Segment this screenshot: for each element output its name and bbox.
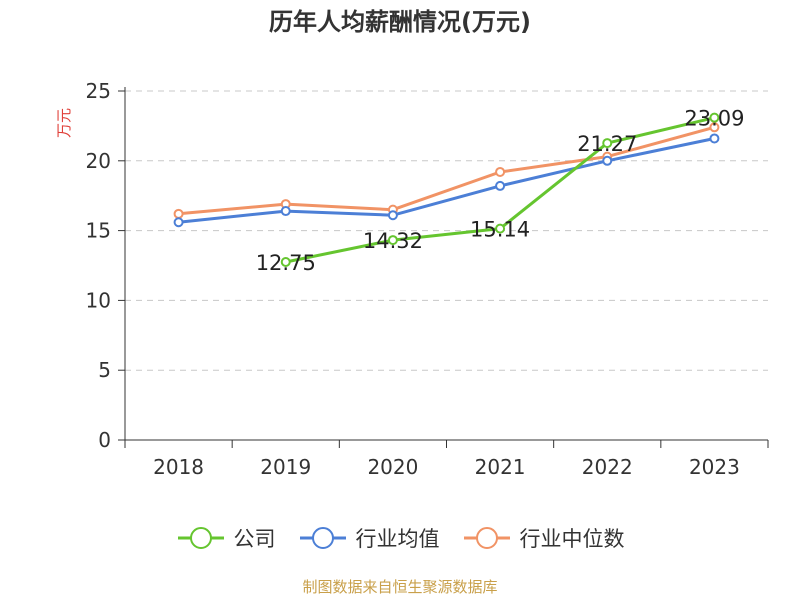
chart-title: 历年人均薪酬情况(万元) — [269, 8, 531, 36]
y-tick-label: 20 — [86, 149, 111, 173]
data-point — [495, 223, 506, 234]
data-point — [173, 208, 184, 219]
legend-label: 公司 — [233, 527, 276, 551]
x-tick-label: 2022 — [582, 455, 633, 479]
legend-symbol-icon — [299, 527, 346, 549]
data-label: 21.27 — [577, 132, 637, 156]
x-tick-label: 2023 — [689, 455, 740, 479]
data-point — [709, 122, 720, 133]
data-point — [280, 206, 291, 217]
y-axis-label: 万元 — [55, 108, 73, 138]
data-point — [173, 217, 184, 228]
data-label: 23.09 — [684, 107, 744, 131]
legend-item[interactable]: 行业中位数 — [462, 523, 625, 553]
data-point — [387, 210, 398, 221]
y-tick-label: 10 — [86, 288, 111, 312]
legend-symbol-icon — [177, 527, 224, 549]
data-point — [602, 138, 613, 149]
legend-item[interactable]: 行业均值 — [298, 523, 440, 553]
series-line — [178, 125, 715, 216]
y-tick-label: 5 — [98, 358, 111, 382]
data-point — [387, 235, 398, 246]
legend-marker — [311, 527, 334, 549]
data-label: 14.32 — [363, 229, 423, 253]
legend-symbol-icon — [463, 527, 510, 549]
data-point — [495, 180, 506, 191]
x-tick-label: 2019 — [260, 455, 311, 479]
line-chart: 0 5 10 15 20 25 万元 2018 2019 2020 2021 2022 2023 12.7… — [55, 79, 769, 479]
x-tick-label: 2021 — [475, 455, 526, 479]
legend-label: 行业均值 — [355, 527, 440, 551]
data-label: 12.75 — [256, 251, 316, 275]
series-line — [178, 137, 715, 224]
legend-marker — [189, 527, 212, 549]
data-point — [280, 257, 291, 268]
x-tick-label: 2020 — [367, 455, 418, 479]
y-tick-label: 25 — [86, 79, 111, 103]
legend-item[interactable]: 公司 — [176, 523, 276, 553]
legend-marker — [475, 527, 498, 549]
data-point — [495, 166, 506, 177]
data-point — [602, 155, 613, 166]
y-tick-label: 15 — [86, 219, 111, 243]
legend-label: 行业中位数 — [519, 527, 625, 551]
source-note: 制图数据来自恒生聚源数据库 — [302, 578, 498, 596]
data-point — [709, 133, 720, 144]
x-tick-label: 2018 — [153, 455, 204, 479]
legend: 公司 行业均值 行业中位数 — [0, 518, 800, 558]
data-label: 15.14 — [470, 218, 530, 242]
data-point — [709, 112, 720, 123]
y-tick-label: 0 — [98, 428, 111, 452]
